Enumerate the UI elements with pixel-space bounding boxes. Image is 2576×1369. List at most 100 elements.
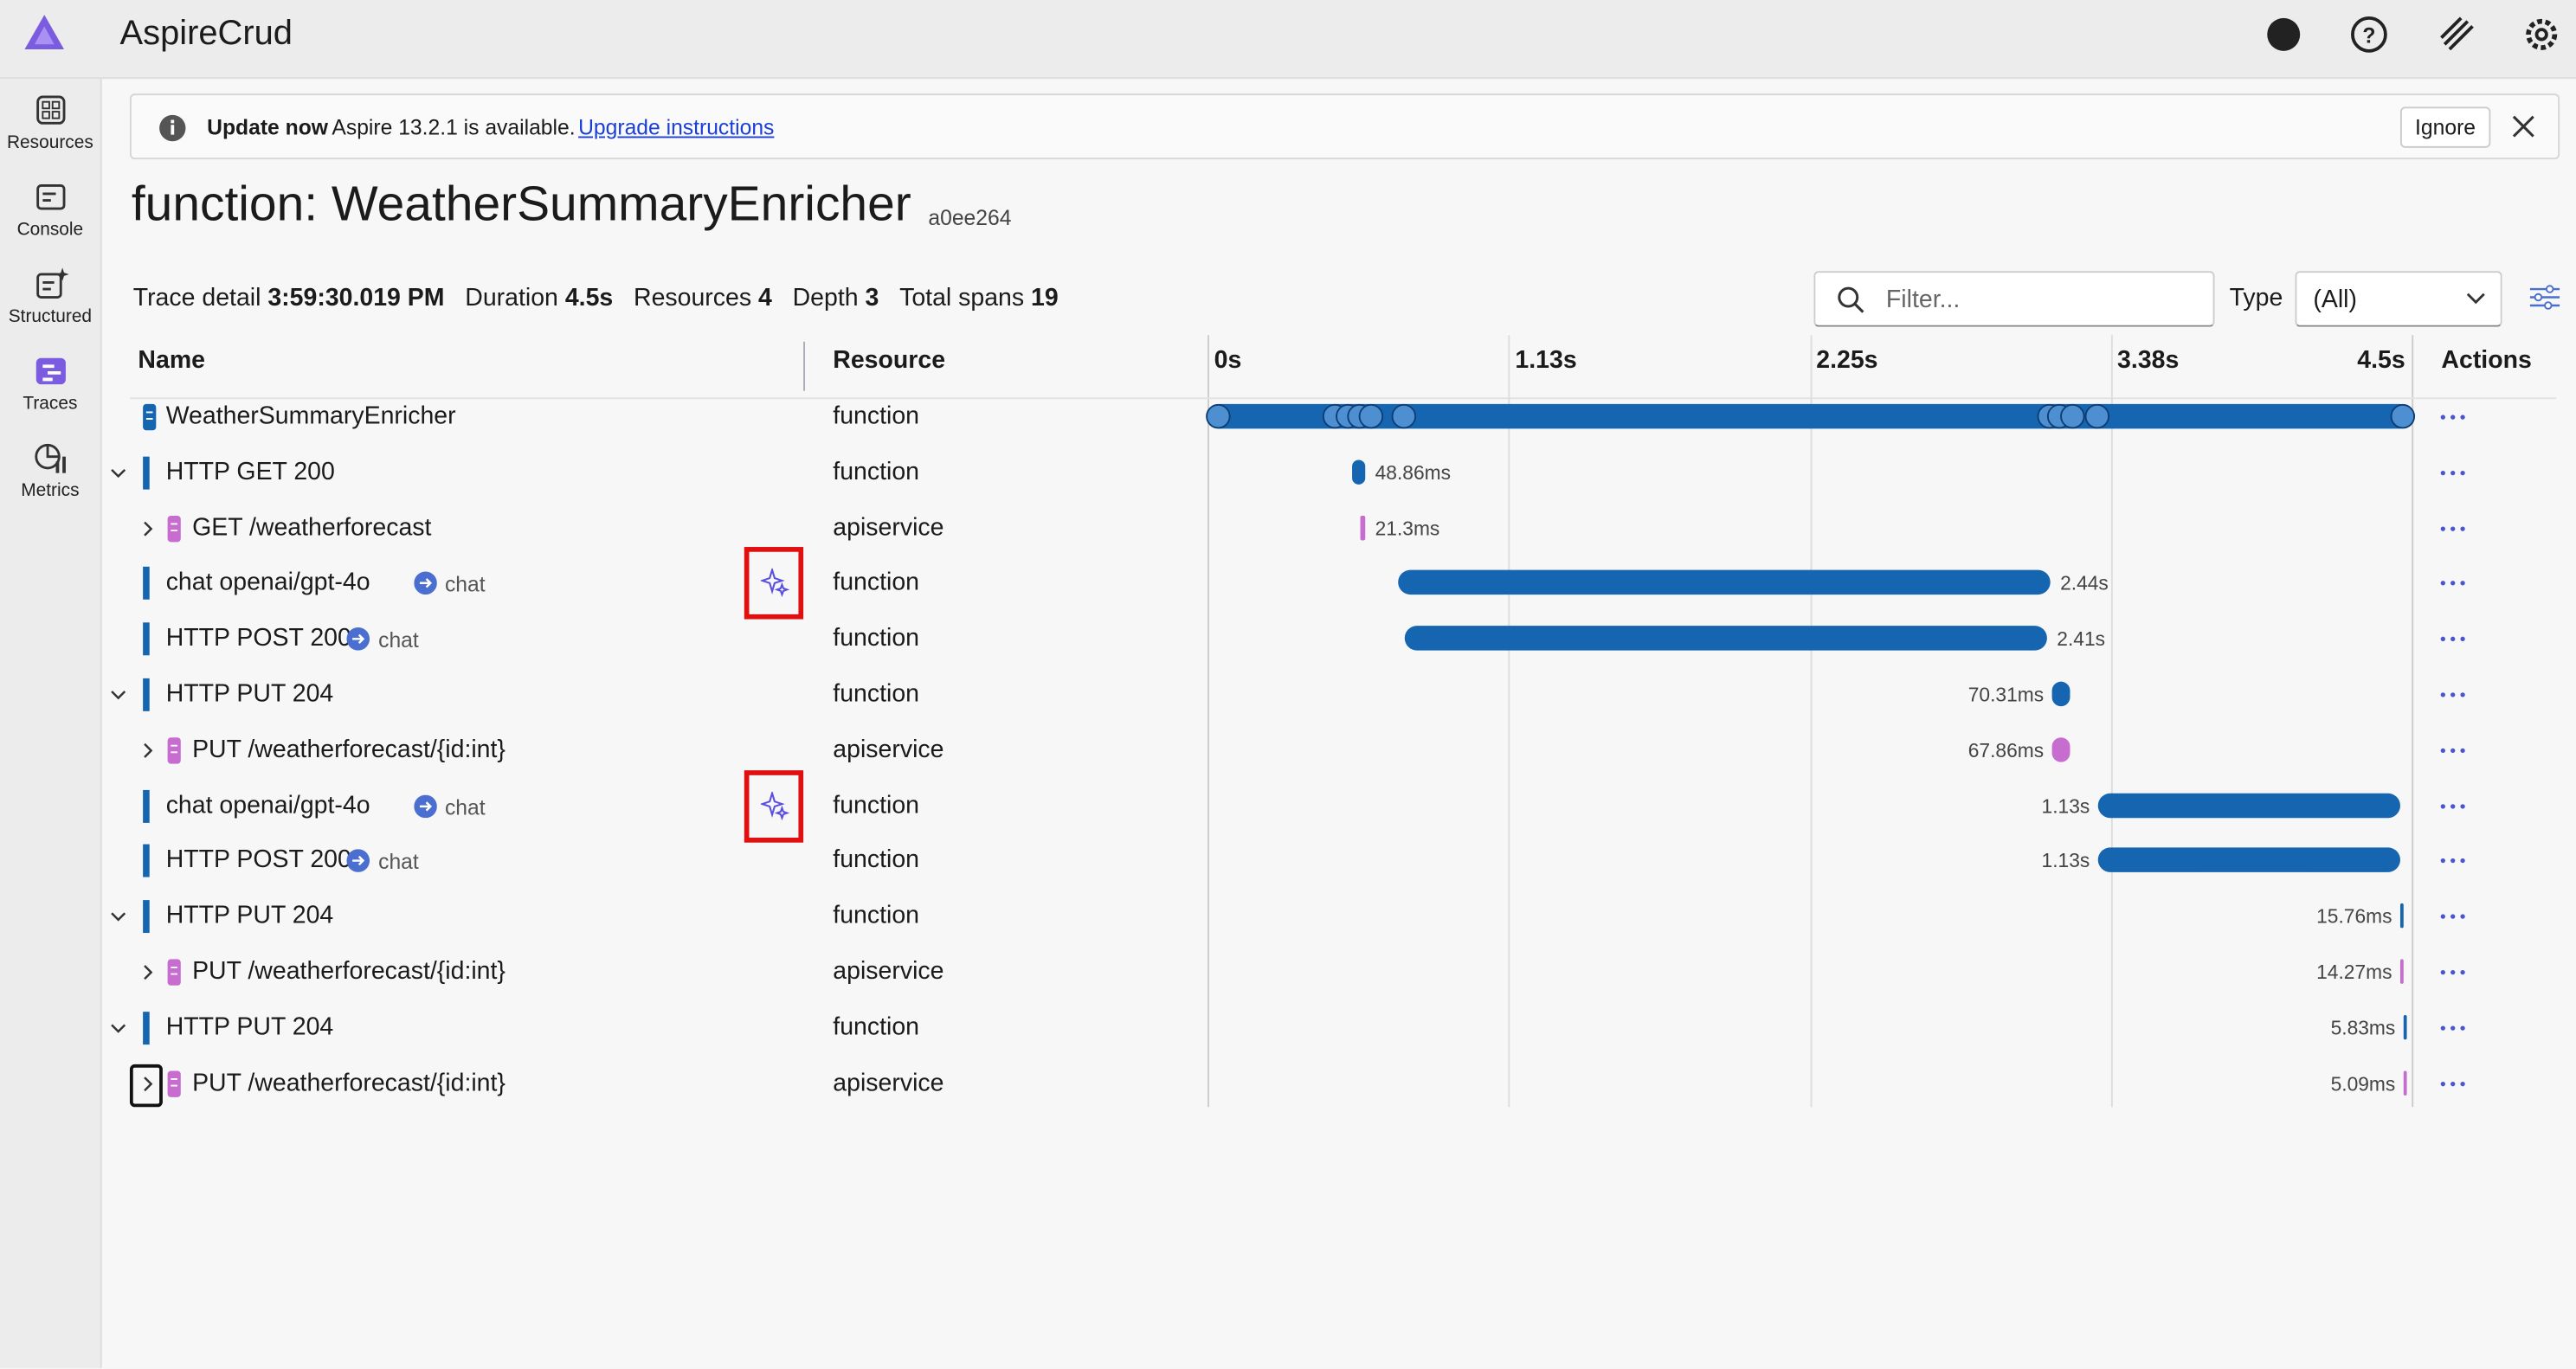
actions-menu[interactable] [2440,802,2466,809]
span-row[interactable]: HTTP PUT 204 function 70.31ms [0,667,2576,723]
span-event-marker [1391,403,1417,429]
actions-menu[interactable] [2440,636,2466,643]
resource-name: function [833,846,920,875]
span-color-bar [143,900,150,934]
span-name: chat openai/gpt-4o [165,569,370,597]
span-duration: 1.13s [2041,794,2090,818]
span-row[interactable]: chat openai/gpt-4o chat function 1.13s [0,769,2576,842]
column-header: Name [138,346,205,375]
page-title: function: WeatherSummaryEnricher [131,177,911,232]
expand-chevron[interactable] [138,1074,158,1094]
timeline-border [2412,335,2414,1108]
column-header: Resource [833,346,946,375]
expand-chevron[interactable] [108,907,128,927]
span-duration: 67.86ms [1967,738,2045,762]
actions-menu[interactable] [2440,969,2466,976]
actions-menu[interactable] [2440,581,2466,588]
focus-ring [129,1064,163,1107]
actions-menu[interactable] [2440,1025,2466,1032]
nav-item[interactable]: Resources [0,88,100,167]
span-duration: 2.44s [2060,572,2109,595]
span-row[interactable]: PUT /weatherforecast/{id:int} apiservice 1… [0,944,2576,1000]
genai-icon[interactable] [760,791,790,820]
summary-value: 4 [758,284,772,312]
genai-icon[interactable] [760,569,790,598]
resource-icon [167,1070,181,1097]
ignore-button[interactable]: Ignore [2399,106,2491,148]
span-event-marker [1358,403,1384,429]
span-duration: 15.76ms [2316,905,2392,929]
help-icon[interactable] [2351,16,2387,53]
filter-placeholder: Filter... [1885,286,1961,314]
nav-item[interactable]: Traces [0,350,100,428]
filter-input[interactable]: Filter... [1813,271,2215,327]
span-row[interactable]: HTTP POST 200 chat function 2.41s [0,611,2576,667]
actions-menu[interactable] [2440,414,2466,421]
resource-name: function [833,458,920,486]
span-name: PUT /weatherforecast/{id:int} [192,1068,506,1097]
expand-chevron[interactable] [108,463,128,483]
span-row[interactable]: chat openai/gpt-4o chat function 2.44s [0,547,2576,620]
span-duration: 5.09ms [2330,1071,2396,1096]
svg-text:?: ? [2362,24,2375,48]
nav-label: Structured [8,306,93,327]
info-icon [159,114,186,142]
summary-label: Duration [465,284,558,312]
nav-item[interactable]: Metrics [0,437,100,516]
span-row[interactable]: WeatherSummaryEnricher function [0,389,2576,446]
summary-value: 19 [1031,284,1059,312]
span-row[interactable]: HTTP PUT 204 function 5.83ms [0,999,2576,1056]
summary-value: 3 [865,284,879,312]
resource-name: function [833,402,920,431]
feedback-icon[interactable] [2440,16,2474,51]
span-row[interactable]: PUT /weatherforecast/{id:int} apiservice 5… [0,1056,2576,1112]
github-icon[interactable] [2267,17,2301,51]
span-row[interactable]: HTTP GET 200 function 48.86ms [0,445,2576,501]
summary-label: Trace detail [132,284,261,312]
summary-value: 4.5s [564,284,614,312]
peer-icon [413,572,437,595]
side-nav: Resources Console Structured Traces Metrics [0,79,102,1369]
filter-settings-icon[interactable] [2528,281,2561,314]
nav-item[interactable]: Console [0,176,100,254]
actions-menu[interactable] [2440,469,2466,476]
span-bar [1352,460,1366,485]
span-name: chat openai/gpt-4o [165,791,370,819]
nav-label: Traces [23,394,78,415]
trace-summary: Trace detail 3:59:30.019 PM Duration 4.5… [133,284,1059,312]
span-color-bar [143,678,150,711]
timeline-border [1208,335,1209,1108]
span-color-bar [143,1011,150,1044]
nav-item[interactable]: Structured [0,263,100,342]
expand-chevron[interactable] [138,962,158,982]
expand-chevron[interactable] [108,684,128,704]
expand-chevron[interactable] [108,1018,128,1038]
settings-icon[interactable] [2526,18,2558,50]
actions-menu[interactable] [2440,1080,2466,1087]
nav-icon [34,443,65,473]
timeline-gridline [2110,335,2113,1108]
span-row[interactable]: HTTP POST 200 chat function 1.13s [0,833,2576,890]
span-event-marker [2084,403,2110,429]
actions-menu[interactable] [2440,691,2466,698]
nav-icon [35,184,65,210]
actions-menu[interactable] [2440,858,2466,864]
span-color-bar [143,622,150,656]
summary-value: 3:59:30.019 PM [267,284,445,312]
actions-menu[interactable] [2440,914,2466,921]
type-select[interactable]: (All) [2295,271,2502,327]
expand-chevron[interactable] [138,518,158,538]
span-row[interactable]: PUT /weatherforecast/{id:int} apiservice 6… [0,723,2576,779]
actions-menu[interactable] [2440,525,2466,532]
actions-menu[interactable] [2440,747,2466,754]
close-icon[interactable] [2512,115,2535,138]
expand-chevron[interactable] [138,741,158,761]
upgrade-link[interactable]: Upgrade instructions [578,114,775,140]
column-divider [803,341,806,391]
banner-title: Update now [207,114,328,140]
span-row[interactable]: GET /weatherforecast apiservice 21.3ms [0,500,2576,556]
span-row[interactable]: HTTP PUT 204 function 15.76ms [0,889,2576,945]
span-color-bar [143,845,150,878]
